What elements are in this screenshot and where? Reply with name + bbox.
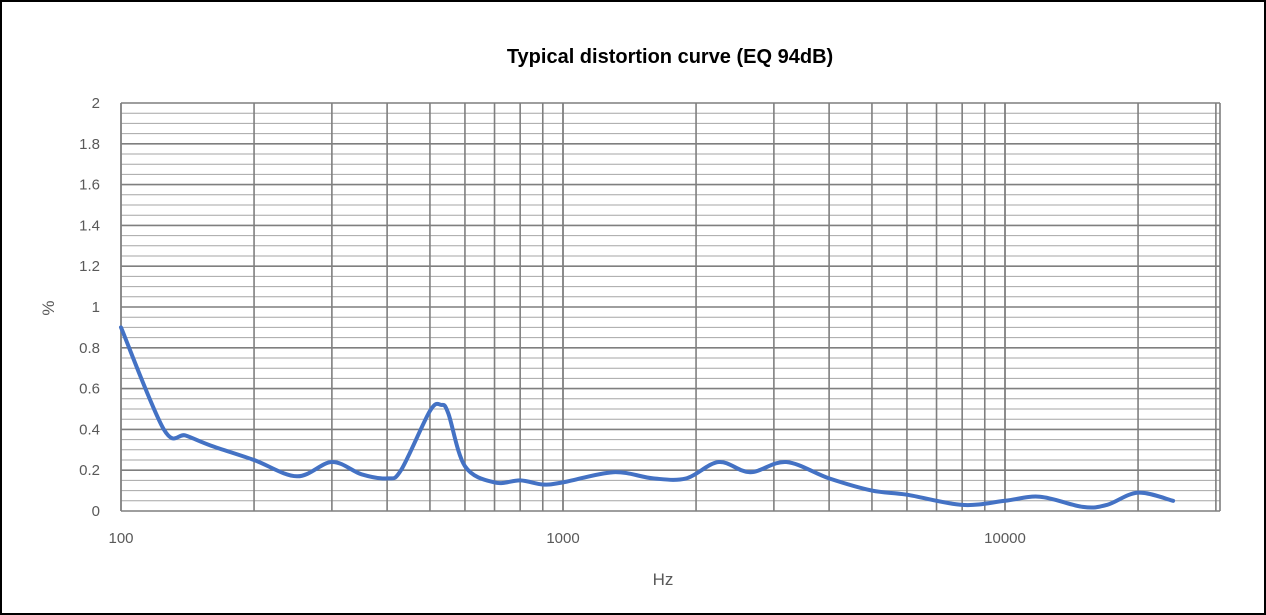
y-tick-label: 0 bbox=[92, 503, 100, 520]
y-tick-label: 2 bbox=[92, 95, 100, 112]
minor-gridlines bbox=[121, 112, 1220, 502]
y-tick-labels: 0 0.2 0.4 0.6 0.8 1 1.2 1.4 1.6 1.8 2 bbox=[79, 95, 100, 520]
y-tick-label: 0.2 bbox=[79, 462, 100, 479]
y-axis-title: % bbox=[39, 300, 58, 315]
y-tick-label: 1.4 bbox=[79, 217, 100, 234]
y-tick-label: 1.2 bbox=[79, 258, 100, 275]
y-tick-label: 1.6 bbox=[79, 177, 100, 194]
y-tick-label: 1 bbox=[92, 299, 100, 316]
chart-title: Typical distortion curve (EQ 94dB) bbox=[506, 46, 834, 68]
x-tick-labels: 100 1000 10000 bbox=[108, 530, 1025, 547]
y-tick-label: 0.6 bbox=[79, 381, 100, 398]
x-tick-label: 10000 bbox=[984, 530, 1026, 547]
x-axis-title: Hz bbox=[653, 570, 674, 589]
y-tick-label: 0.8 bbox=[79, 340, 100, 357]
major-gridlines bbox=[120, 102, 1221, 512]
y-tick-label: 1.8 bbox=[79, 136, 100, 153]
series-layer bbox=[119, 325, 1176, 510]
x-tick-label: 100 bbox=[108, 530, 133, 547]
x-tick-label: 1000 bbox=[546, 530, 579, 547]
y-tick-label: 0.4 bbox=[79, 421, 100, 438]
series-line bbox=[119, 325, 1176, 510]
